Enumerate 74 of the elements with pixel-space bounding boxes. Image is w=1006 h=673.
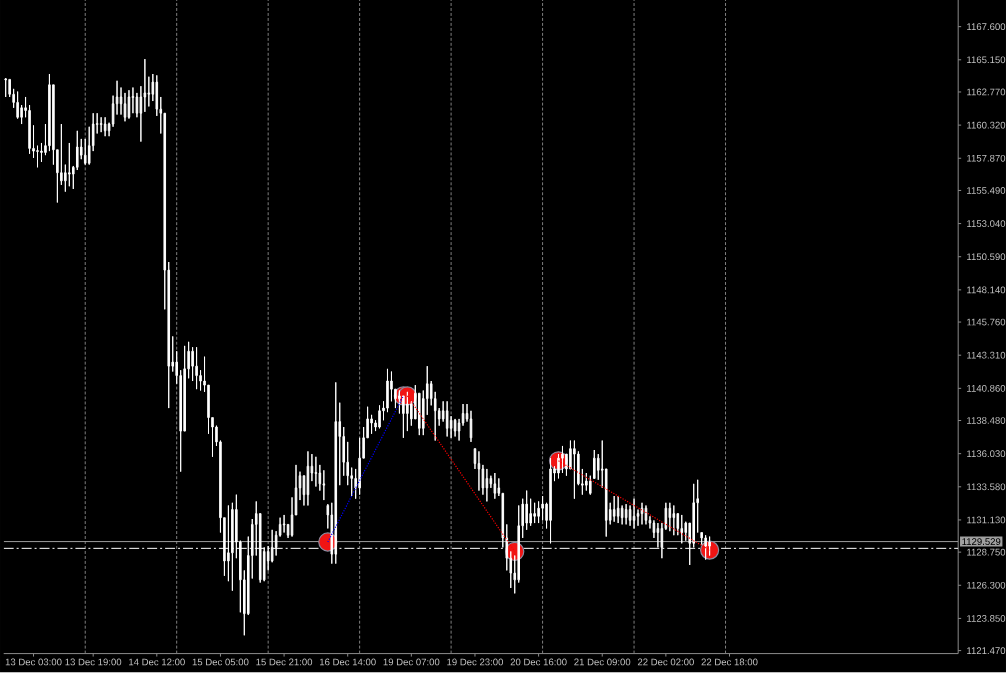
y-tick-label: 1128.750 xyxy=(967,549,1006,556)
y-tick-label: 1140.860 xyxy=(967,385,1006,392)
candlestick xyxy=(668,502,672,532)
candlestick xyxy=(473,448,477,470)
y-tick-label: 1157.870 xyxy=(967,155,1006,162)
candlestick xyxy=(632,498,636,530)
candlestick xyxy=(493,472,497,500)
candlestick xyxy=(644,505,648,526)
candlestick xyxy=(573,440,576,500)
candlestick xyxy=(290,497,294,538)
x-tick-label: 15 Dec 05:00 xyxy=(192,658,249,666)
candlestick xyxy=(123,92,127,123)
y-tick-label: 1121.470 xyxy=(967,647,1006,655)
candlestick xyxy=(704,534,707,561)
y-tick-label: 1150.590 xyxy=(967,253,1006,261)
y-tick-label: 1123.850 xyxy=(967,615,1006,623)
candlestick xyxy=(99,117,103,133)
candlestick xyxy=(680,514,684,545)
candlestick xyxy=(314,456,318,488)
candlestick xyxy=(465,403,469,423)
y-tick-label: 1136.030 xyxy=(967,450,1006,458)
candlestick xyxy=(592,449,596,480)
y-tick-label: 1138.480 xyxy=(967,417,1006,425)
candlestick xyxy=(282,514,286,534)
candlestick xyxy=(4,77,7,98)
y-tick-label: 1167.600 xyxy=(967,23,1006,31)
candlestick xyxy=(469,410,473,443)
candlestick xyxy=(672,505,676,536)
candlestick xyxy=(195,346,198,390)
candlestick xyxy=(636,509,640,527)
x-tick-label: 14 Dec 12:00 xyxy=(129,658,185,666)
y-tick-label: 1143.310 xyxy=(967,352,1006,359)
candlestick xyxy=(294,464,298,516)
y-tick-label: 1165.150 xyxy=(967,56,1006,64)
ref-line-label: 1129.529 xyxy=(962,538,1001,546)
candlestick xyxy=(616,495,620,524)
y-tick-label: 1148.140 xyxy=(967,286,1006,294)
x-tick-label: 19 Dec 07:00 xyxy=(383,658,440,666)
y-tick-label: 1155.490 xyxy=(967,187,1006,195)
candlestick xyxy=(378,405,381,430)
x-tick-label: 22 Dec 02:00 xyxy=(637,658,694,666)
candlestick xyxy=(103,117,107,137)
candlestick xyxy=(119,87,123,116)
x-tick-label: 16 Dec 14:00 xyxy=(319,658,376,666)
y-tick-label: 1160.320 xyxy=(967,121,1006,129)
candlestick xyxy=(640,502,644,526)
candlestick xyxy=(708,536,711,557)
candlestick xyxy=(445,401,449,438)
x-tick-label: 20 Dec 16:00 xyxy=(510,658,567,666)
x-tick-label: 13 Dec 03:00 xyxy=(5,658,62,666)
x-tick-label: 15 Dec 21:00 xyxy=(256,658,313,666)
candlestick xyxy=(624,503,628,526)
y-tick-label: 1162.770 xyxy=(967,88,1006,96)
candlestick xyxy=(131,87,135,114)
candlestick xyxy=(585,472,588,492)
y-tick-label: 1153.040 xyxy=(967,220,1006,228)
candlestick xyxy=(453,418,457,438)
candlestick xyxy=(127,89,131,120)
candlestick xyxy=(612,495,616,523)
y-tick-label: 1145.760 xyxy=(967,318,1006,326)
y-tick-label: 1133.580 xyxy=(967,483,1006,491)
candlestick xyxy=(298,471,302,501)
candlestick xyxy=(306,451,310,507)
x-tick-label: 22 Dec 18:00 xyxy=(701,658,758,666)
x-tick-label: 21 Dec 09:00 xyxy=(574,658,631,666)
candlestick xyxy=(549,457,552,545)
candlestick xyxy=(533,502,536,524)
x-tick-label: 19 Dec 23:00 xyxy=(447,658,504,666)
candlestick xyxy=(589,475,592,496)
y-tick-label: 1126.300 xyxy=(967,582,1006,589)
candlestick xyxy=(477,451,481,492)
y-tick-label: 1131.130 xyxy=(967,516,1006,524)
candlestick xyxy=(485,468,489,503)
x-tick-label: 13 Dec 19:00 xyxy=(65,658,122,666)
